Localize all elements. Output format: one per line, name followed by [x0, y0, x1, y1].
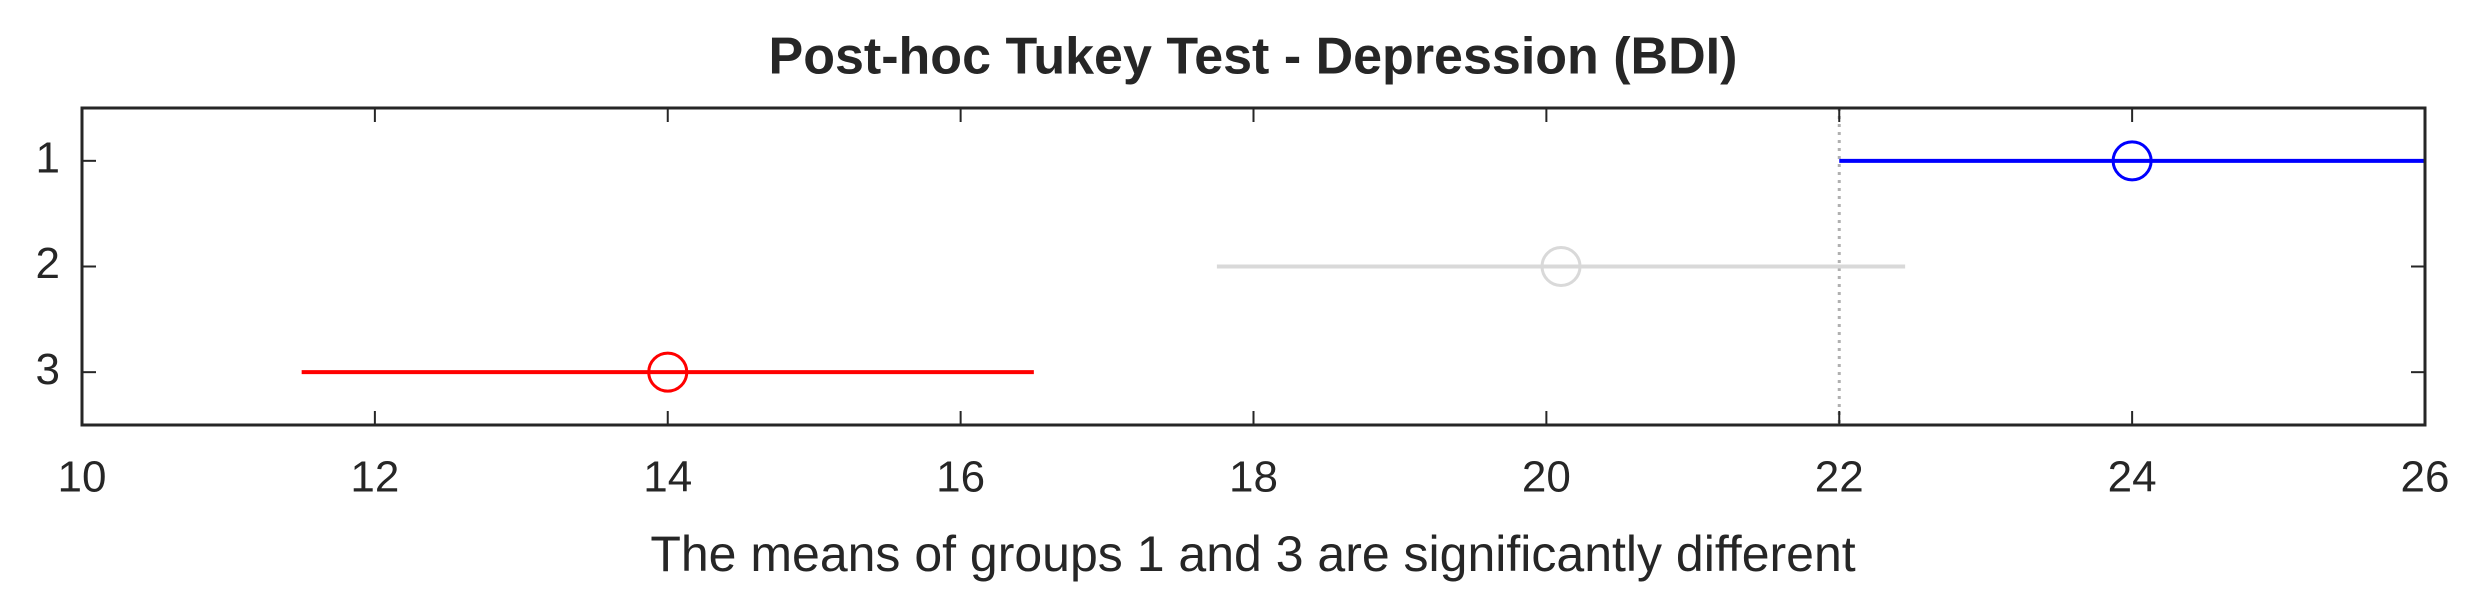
x-tick-label: 10	[58, 453, 107, 502]
group-mean	[647, 351, 689, 393]
x-axis-label: The means of groups 1 and 3 are signific…	[650, 526, 1855, 582]
y-tick-label: 3	[36, 345, 60, 394]
x-tick-label: 14	[643, 453, 692, 502]
x-tick-label: 24	[2108, 453, 2157, 502]
y-tick-label: 2	[36, 239, 60, 288]
x-tick-label: 12	[350, 453, 399, 502]
plot-frame	[80, 106, 2427, 427]
chart-title: Post-hoc Tukey Test - Depression (BDI)	[769, 28, 1738, 86]
x-tick-label: 20	[1522, 453, 1571, 502]
group-mean	[1540, 246, 1582, 287]
x-tick-label: 18	[1229, 453, 1278, 502]
x-tick-label: 26	[2401, 453, 2450, 502]
y-tick-label: 1	[36, 133, 60, 182]
x-tick-label: 16	[936, 453, 985, 502]
x-tick-label: 22	[1815, 453, 1864, 502]
group-mean	[2111, 140, 2153, 182]
